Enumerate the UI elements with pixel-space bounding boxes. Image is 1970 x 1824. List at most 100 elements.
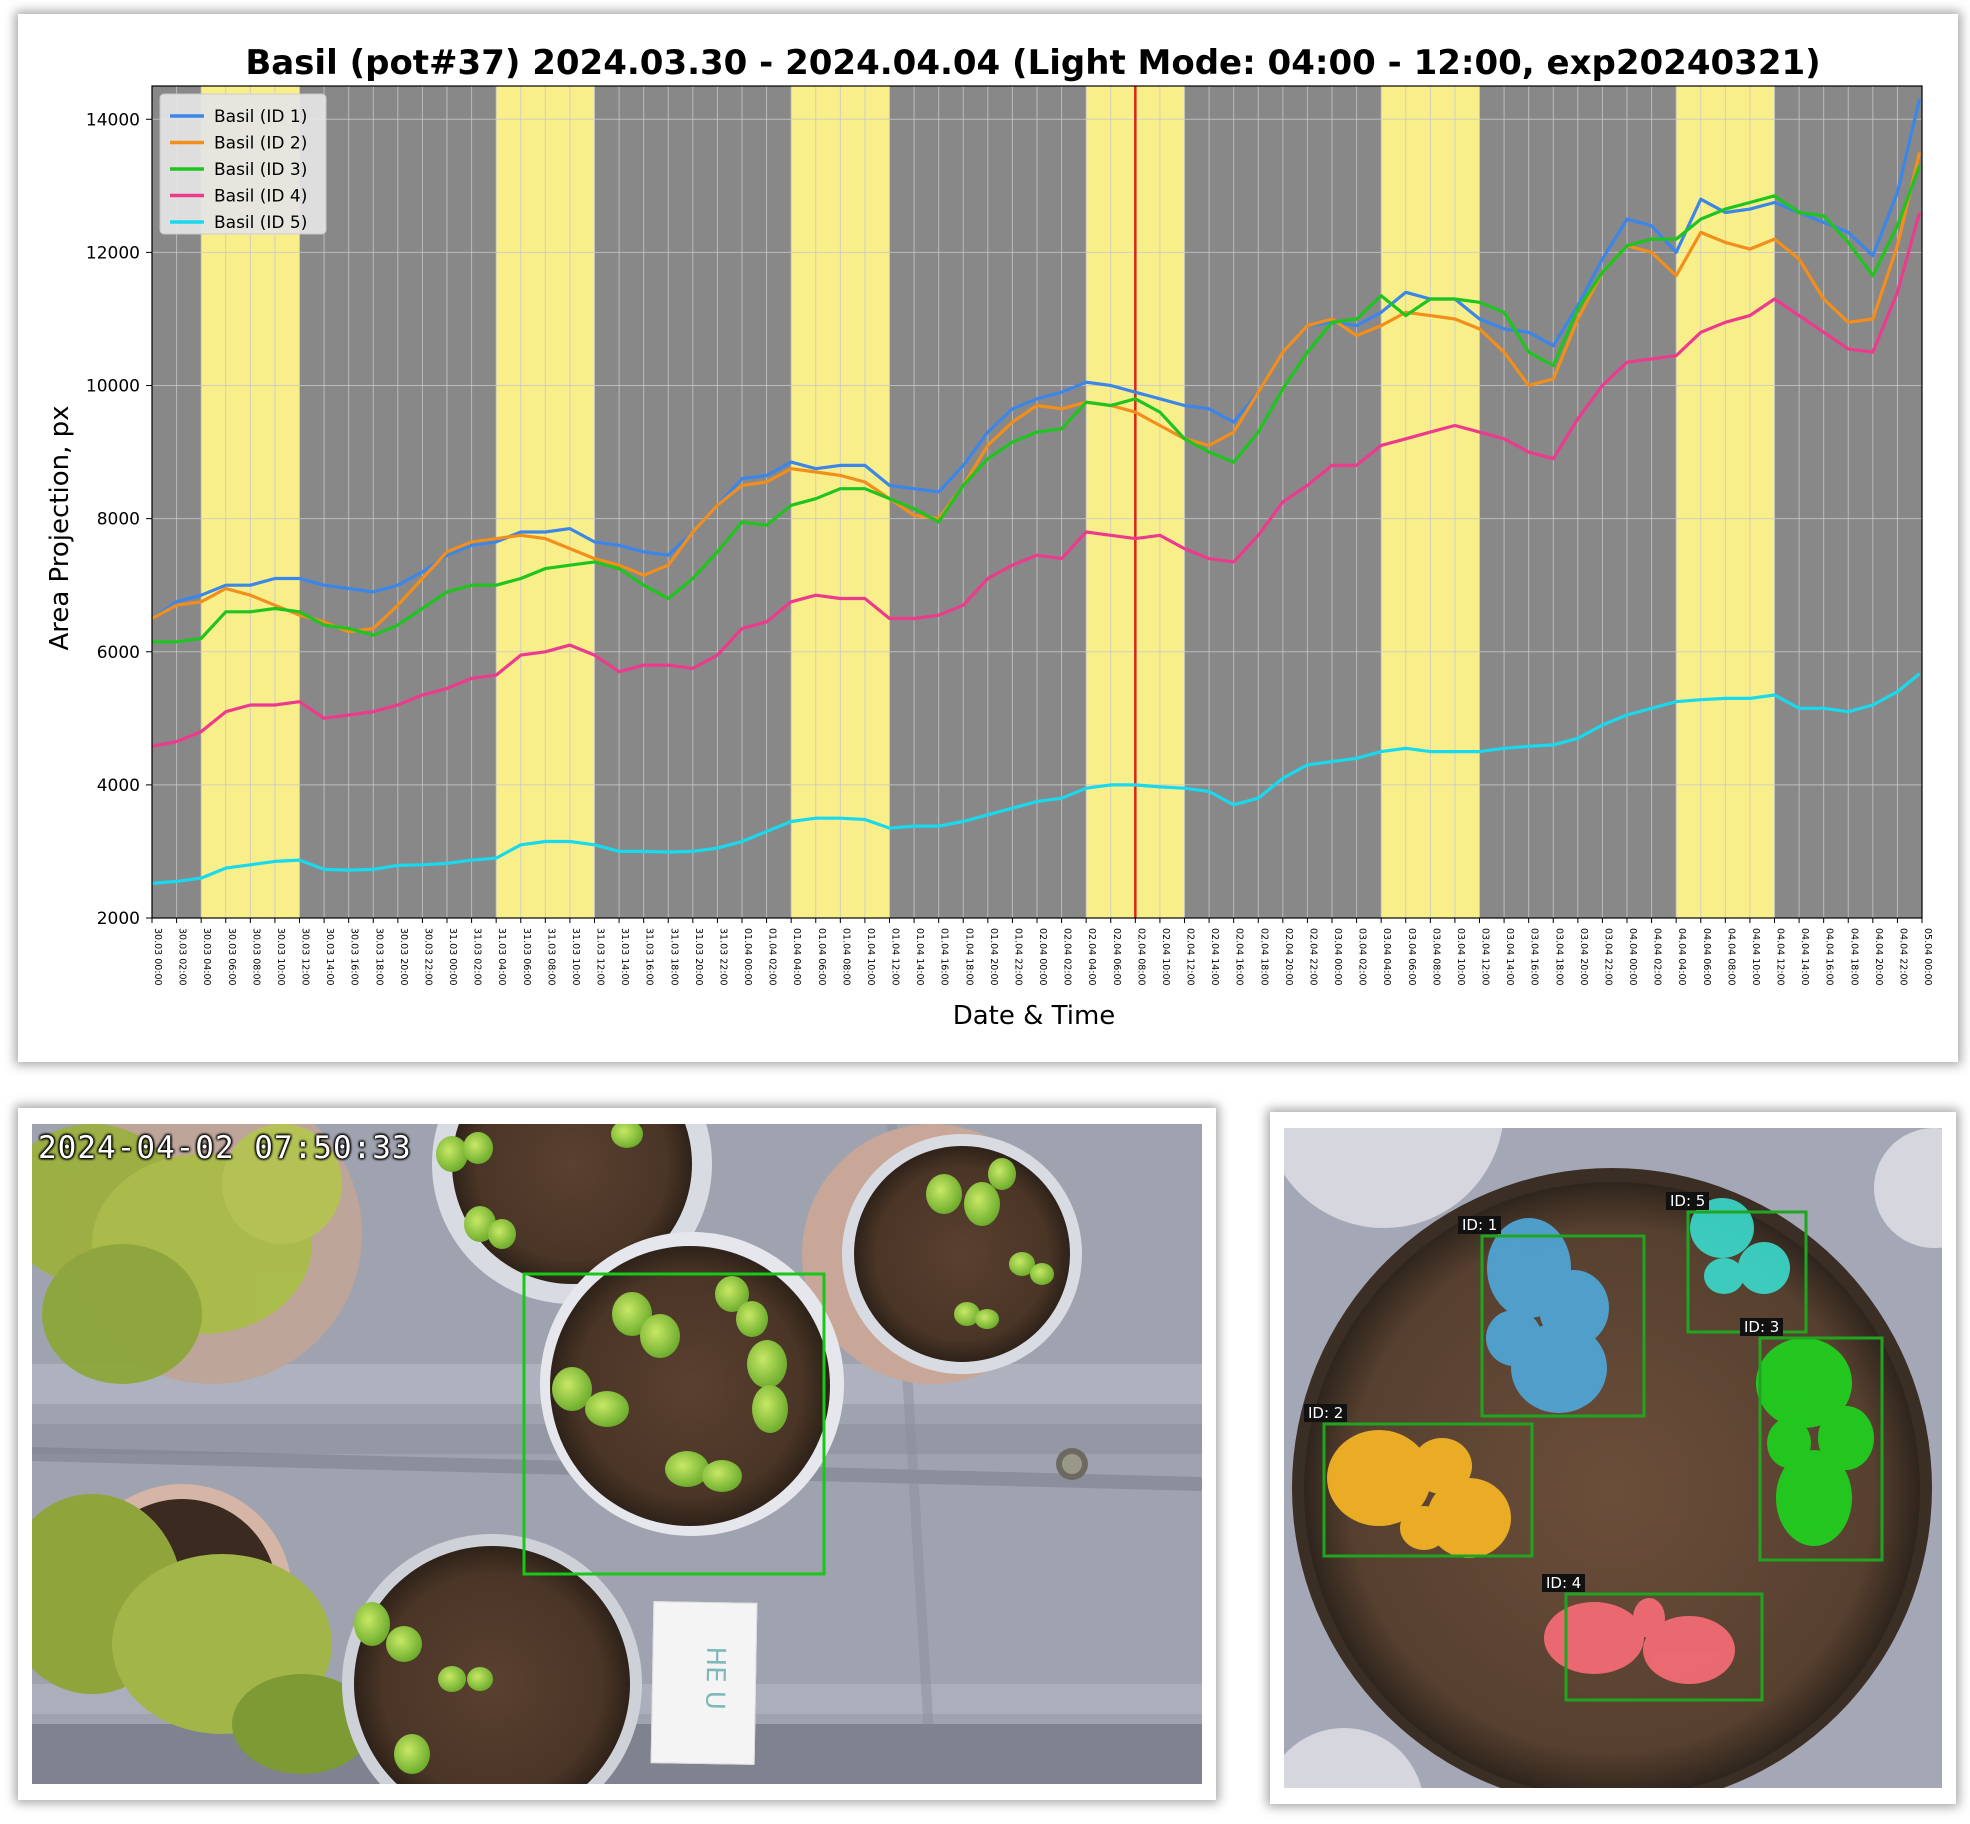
camera-scene	[32, 1124, 1202, 1784]
x-tick-label: 03.04 00:00	[1332, 928, 1343, 986]
x-tick-label: 02.04 00:00	[1037, 928, 1048, 986]
box-id-2	[1322, 1422, 1534, 1558]
x-tick-label: 03.04 20:00	[1578, 928, 1589, 986]
x-tick-label: 31.03 20:00	[693, 928, 704, 986]
x-tick-label: 30.03 00:00	[152, 928, 163, 986]
plant-segment-2	[1327, 1430, 1511, 1558]
x-tick-label: 01.04 08:00	[840, 928, 851, 986]
segment-label-id-4: ID: 4	[1542, 1574, 1586, 1592]
y-axis-label: Area Projection, px	[45, 405, 75, 650]
x-tick-label: 30.03 14:00	[324, 928, 335, 986]
x-tick-label: 05.04 00:00	[1922, 928, 1933, 986]
segmentation-photo: ID: 1 ID: 2 ID: 3 ID: 4 ID: 5	[1284, 1128, 1942, 1788]
x-tick-label: 31.03 12:00	[595, 928, 606, 986]
x-tick-label: 03.04 08:00	[1430, 928, 1441, 986]
x-tick-label: 01.04 14:00	[914, 928, 925, 986]
x-tick-label: 31.03 22:00	[717, 928, 728, 986]
greenhouse-camera-photo: HE U 2024-04-02 07:50:33	[32, 1124, 1202, 1784]
box-id-4	[1564, 1592, 1764, 1702]
x-tick-label: 02.04 06:00	[1111, 928, 1122, 986]
x-tick-label: 02.04 10:00	[1160, 928, 1171, 986]
x-tick-label: 31.03 04:00	[496, 928, 507, 986]
x-axis-label: Date & Time	[953, 1001, 1116, 1031]
x-tick-label: 04.04 18:00	[1848, 928, 1859, 986]
x-tick-label: 03.04 22:00	[1602, 928, 1613, 986]
detection-box	[522, 1272, 826, 1576]
legend-label-id-3: Basil (ID 3)	[214, 160, 307, 180]
x-tick-label: 01.04 04:00	[791, 928, 802, 986]
x-tick-label: 01.04 10:00	[865, 928, 876, 986]
x-tick-label: 30.03 04:00	[201, 928, 212, 986]
x-tick-label: 01.04 06:00	[816, 928, 827, 986]
y-tick-label: 8000	[97, 510, 140, 530]
x-tick-label: 02.04 22:00	[1307, 928, 1318, 986]
legend-label-id-2: Basil (ID 2)	[214, 134, 307, 154]
x-tick-label: 04.04 16:00	[1824, 928, 1835, 986]
x-tick-label: 31.03 14:00	[619, 928, 630, 986]
x-tick-label: 30.03 02:00	[177, 928, 188, 986]
x-tick-label: 04.04 20:00	[1873, 928, 1884, 986]
segmentation-scene	[1284, 1128, 1942, 1788]
legend-label-id-4: Basil (ID 4)	[214, 187, 307, 207]
x-tick-label: 01.04 18:00	[963, 928, 974, 986]
x-tick-label: 02.04 18:00	[1258, 928, 1269, 986]
x-tick-label: 01.04 00:00	[742, 928, 753, 986]
x-tick-label: 31.03 08:00	[545, 928, 556, 986]
series-line-id-5	[151, 672, 1921, 885]
x-tick-label: 02.04 14:00	[1209, 928, 1220, 986]
plant-segment-3	[1756, 1338, 1874, 1546]
x-tick-label: 02.04 12:00	[1185, 928, 1196, 986]
x-tick-label: 30.03 12:00	[300, 928, 311, 986]
series-line-id-1	[151, 98, 1922, 620]
x-tick-label: 04.04 14:00	[1799, 928, 1810, 986]
x-tick-label: 02.04 04:00	[1086, 928, 1097, 986]
x-tick-label: 02.04 16:00	[1234, 928, 1245, 986]
y-tick-label: 14000	[86, 110, 140, 130]
y-tick-label: 6000	[97, 643, 140, 663]
segment-label-id-3: ID: 3	[1740, 1318, 1784, 1336]
x-tick-label: 30.03 20:00	[398, 928, 409, 986]
series-line-id-3	[152, 165, 1922, 644]
box-id-3	[1758, 1336, 1884, 1562]
x-tick-label: 04.04 10:00	[1750, 928, 1761, 986]
x-tick-label: 02.04 02:00	[1062, 928, 1073, 986]
x-tick-label: 30.03 22:00	[422, 928, 433, 986]
x-tick-label: 02.04 20:00	[1283, 928, 1294, 986]
x-tick-label: 02.04 08:00	[1135, 928, 1146, 986]
growth-chart: 30.03 00:00 30.03 02:00 30.03 04:00 30.03 0…	[45, 43, 1933, 1031]
camera-timestamp: 2024-04-02 07:50:33	[38, 1130, 412, 1166]
x-tick-label: 03.04 14:00	[1504, 928, 1515, 986]
x-tick-label: 01.04 16:00	[939, 928, 950, 986]
plant-segment-1	[1486, 1218, 1609, 1413]
segment-label-id-2: ID: 2	[1304, 1404, 1348, 1422]
x-tick-label: 31.03 00:00	[447, 928, 458, 986]
x-tick-label: 30.03 18:00	[373, 928, 384, 986]
x-tick-label: 30.03 16:00	[349, 928, 360, 986]
x-tick-label: 31.03 06:00	[521, 928, 532, 986]
y-tick-label: 12000	[86, 243, 140, 263]
camera-photo-panel: HE U 2024-04-02 07:50:33	[18, 1108, 1216, 1800]
x-tick-label: 04.04 06:00	[1701, 928, 1712, 986]
pot-label-card: HE U	[650, 1601, 758, 1765]
x-tick-label: 03.04 16:00	[1529, 928, 1540, 986]
x-tick-label: 04.04 04:00	[1676, 928, 1687, 986]
legend-label-id-1: Basil (ID 1)	[214, 107, 307, 127]
x-tick-label: 03.04 06:00	[1406, 928, 1417, 986]
x-tick-label: 31.03 16:00	[644, 928, 655, 986]
x-tick-label: 03.04 12:00	[1480, 928, 1491, 986]
segment-label-id-1: ID: 1	[1458, 1216, 1502, 1234]
growth-chart-panel: 30.03 00:00 30.03 02:00 30.03 04:00 30.03 0…	[18, 14, 1958, 1062]
x-tick-label: 03.04 18:00	[1553, 928, 1564, 986]
legend-label-id-5: Basil (ID 5)	[214, 213, 307, 233]
x-tick-label: 03.04 04:00	[1381, 928, 1392, 986]
x-tick-label: 01.04 22:00	[1012, 928, 1023, 986]
x-tick-label: 31.03 10:00	[570, 928, 581, 986]
x-tick-label: 03.04 10:00	[1455, 928, 1466, 986]
x-tick-label: 01.04 12:00	[890, 928, 901, 986]
x-tick-label: 04.04 00:00	[1627, 928, 1638, 986]
y-tick-label: 4000	[97, 776, 140, 796]
series-line-id-4	[151, 212, 1922, 748]
segmentation-panel: ID: 1 ID: 2 ID: 3 ID: 4 ID: 5	[1270, 1112, 1956, 1804]
plant-segment-4	[1544, 1598, 1735, 1684]
x-tick-label: 31.03 18:00	[668, 928, 679, 986]
